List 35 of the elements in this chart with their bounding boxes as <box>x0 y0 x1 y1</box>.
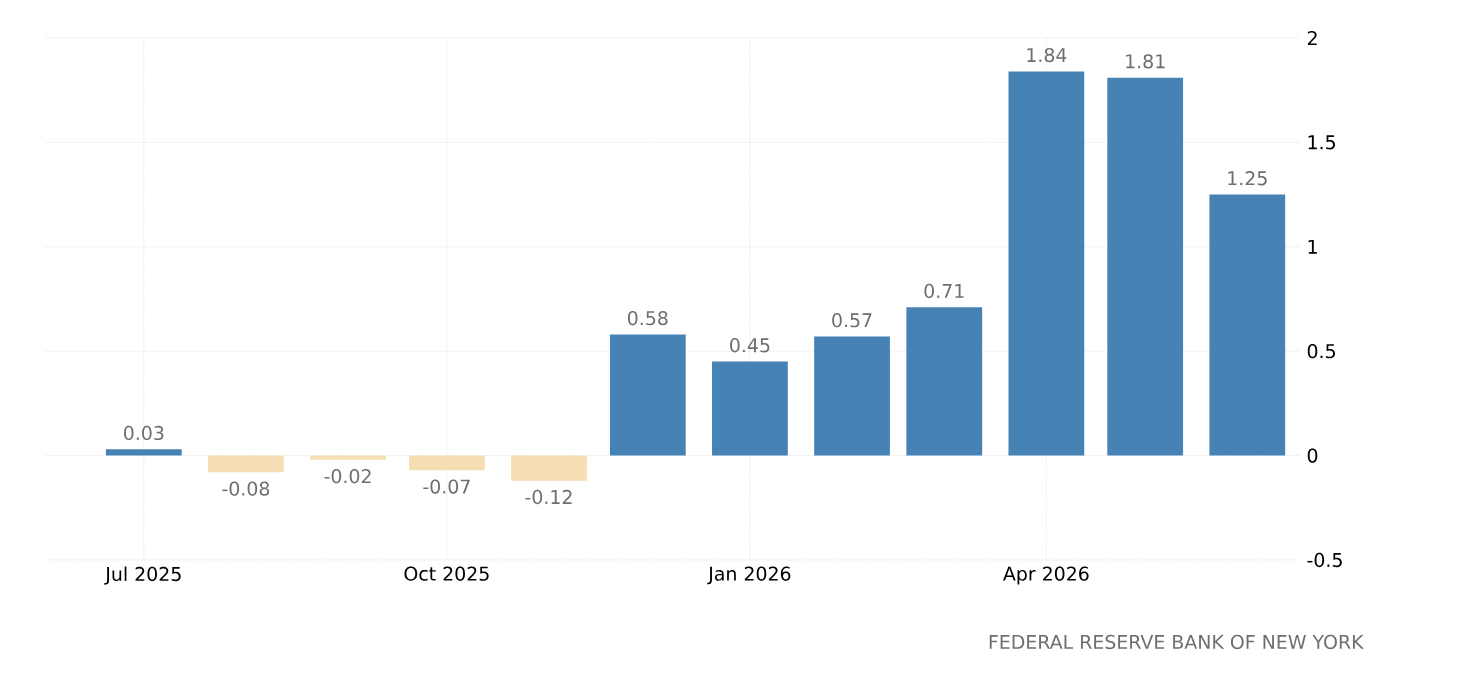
bar <box>310 455 386 460</box>
data-label: 0.03 <box>124 425 164 441</box>
data-label: 1.84 <box>1027 47 1067 63</box>
bar <box>1107 77 1184 456</box>
y-tick-label: 0.5 <box>1307 344 1335 359</box>
data-label: -0.02 <box>324 468 371 484</box>
data-label: 0.58 <box>627 310 668 326</box>
bar <box>511 455 587 481</box>
bar <box>906 307 983 456</box>
data-label: 0.71 <box>924 283 964 299</box>
bar <box>105 449 182 456</box>
data-label: 0.57 <box>832 313 872 328</box>
y-tick-label: 0 <box>1307 448 1318 463</box>
bar <box>712 361 788 456</box>
x-tick-label: Jul 2025 <box>104 566 181 585</box>
bar <box>409 455 485 471</box>
data-label: 1.25 <box>1228 171 1267 186</box>
data-label: -0.08 <box>222 481 270 496</box>
data-label: 0.45 <box>730 338 770 353</box>
text: FEDERAL RESERVE BANK OF NEW YORK <box>989 634 1364 650</box>
y-tick-label: -0.5 <box>1307 552 1342 568</box>
y-tick-label: 1.5 <box>1308 135 1335 150</box>
data-label: 1.81 <box>1126 54 1165 69</box>
x-tick-label: Apr 2026 <box>1003 566 1089 585</box>
data-label: -0.12 <box>525 489 572 505</box>
x-tick-label: Jan 2026 <box>707 566 791 585</box>
bar <box>1008 71 1085 456</box>
y-tick-label: 1 <box>1308 239 1317 254</box>
data-label: -0.07 <box>423 479 470 494</box>
bar <box>609 334 686 456</box>
y-tick-label: 2 <box>1307 30 1317 46</box>
x-tick-label: Oct 2025 <box>404 566 489 581</box>
bar <box>208 455 284 473</box>
bar <box>1209 194 1286 456</box>
bar <box>814 336 890 456</box>
